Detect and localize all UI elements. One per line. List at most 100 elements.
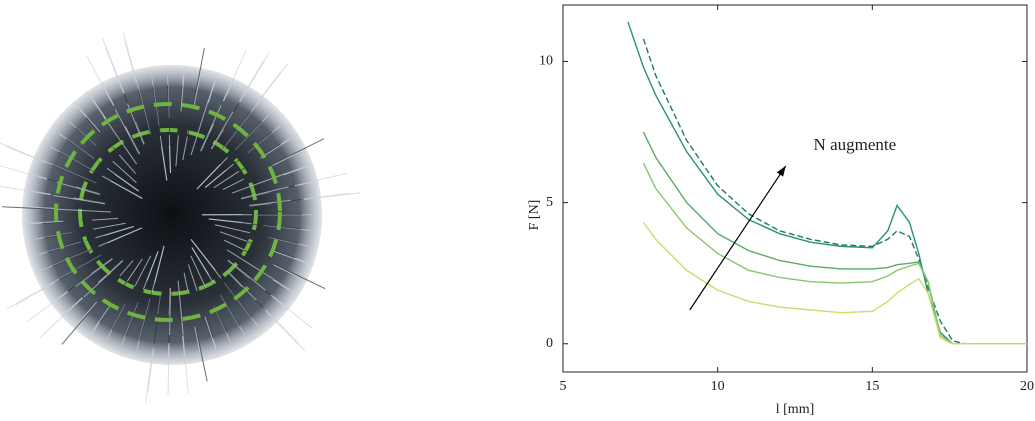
fur-spike	[239, 51, 271, 103]
fur-spike	[61, 302, 98, 345]
fur-spike	[104, 226, 134, 236]
fur-spike	[15, 282, 55, 306]
fur-spike	[146, 251, 159, 281]
fur-spike	[227, 270, 257, 301]
fur-spike	[114, 173, 139, 192]
fur-spike	[294, 172, 348, 187]
fur-spike	[214, 224, 251, 234]
fur-spike	[256, 63, 288, 105]
fur-spike	[240, 186, 289, 199]
fur-spike	[270, 294, 313, 329]
fur-spike	[271, 138, 325, 166]
fur-spike	[58, 151, 95, 173]
fur-spike	[2, 206, 57, 210]
fur-spike	[283, 166, 304, 175]
annotation-arrow	[689, 165, 787, 311]
series-line	[642, 38, 1027, 345]
fur-spike	[227, 259, 266, 291]
y-tick-label: 10	[539, 54, 553, 69]
fur-spike	[167, 342, 170, 395]
x-axis-label: l [mm]	[776, 402, 815, 417]
fur-spike	[204, 169, 227, 188]
fur-spike	[52, 249, 92, 267]
fur-spike	[86, 56, 114, 106]
fur-spike	[91, 99, 106, 120]
fur-spike	[190, 255, 207, 288]
fur-spike	[103, 116, 138, 165]
fur-spike	[265, 310, 306, 352]
fur-spike	[122, 31, 137, 82]
fur-spike	[220, 294, 241, 327]
fur-spike	[182, 335, 189, 395]
fur-spike	[111, 304, 126, 331]
fur-spike	[58, 254, 102, 280]
fur-spike	[66, 138, 95, 160]
x-tick-label: 10	[711, 379, 725, 394]
arrow-head	[776, 165, 786, 177]
fur-spike	[226, 249, 274, 280]
fur-spike	[27, 172, 48, 180]
fur-spike	[273, 263, 326, 290]
fur-spike	[177, 280, 184, 335]
fur-spike	[137, 89, 151, 135]
fur-spike	[85, 117, 100, 133]
fur-spike	[271, 249, 295, 259]
fur-spike	[110, 180, 143, 199]
fur-spike	[0, 142, 46, 163]
fur-spike	[182, 136, 188, 161]
plot-frame	[562, 4, 1028, 373]
fur-spike	[145, 348, 154, 404]
series-line	[642, 162, 1027, 345]
x-tick-label: 15	[865, 379, 879, 394]
annotation: N augmente	[814, 135, 897, 154]
y-axis-label: F [N]	[527, 200, 542, 231]
fur-spike	[255, 71, 282, 105]
fur-spike	[304, 192, 361, 200]
fur-spike	[273, 278, 291, 291]
fur-spike	[268, 236, 299, 245]
fur-spike	[107, 227, 142, 244]
fur-spike	[219, 231, 248, 242]
fur-spike	[168, 145, 171, 174]
fur-spike	[118, 154, 137, 174]
fur-spike	[39, 297, 83, 338]
y-tick-label: 5	[546, 195, 553, 210]
fur-spike	[195, 326, 208, 382]
fur-spike	[119, 260, 134, 277]
fur-spike	[114, 109, 140, 155]
fur-spike	[147, 348, 155, 394]
fur-spike	[205, 316, 214, 339]
fur-spike	[187, 264, 198, 292]
series-line	[642, 221, 1027, 345]
fur-spike	[183, 272, 189, 294]
fur-spike	[191, 247, 210, 275]
inner-ring	[78, 128, 258, 296]
fur-spike	[179, 85, 183, 112]
fur-spike	[222, 50, 247, 102]
x-tick-label: 5	[560, 379, 567, 394]
fur-spike	[52, 208, 112, 213]
fur-spike	[102, 37, 125, 94]
fur-spike	[265, 310, 299, 344]
fur-spike	[105, 47, 125, 94]
fur-spike	[56, 181, 100, 195]
fur-spike	[93, 222, 126, 230]
fur-spike	[213, 170, 240, 189]
fur-spike	[26, 291, 69, 323]
fur-spike	[124, 41, 137, 82]
fur-spike	[112, 160, 137, 184]
photo	[0, 31, 361, 404]
fur-spike	[224, 282, 253, 318]
series-line	[627, 21, 1027, 345]
fur-spike	[263, 224, 302, 230]
fur-spike	[139, 299, 151, 342]
y-tick-label: 0	[546, 336, 553, 351]
fur-spike	[134, 255, 152, 287]
outer-ring	[54, 102, 282, 322]
fur-spike	[51, 164, 97, 184]
fur-spike	[160, 145, 168, 181]
fur-spike	[222, 111, 252, 149]
fur-spike	[5, 145, 46, 164]
fur-spike	[222, 178, 244, 190]
